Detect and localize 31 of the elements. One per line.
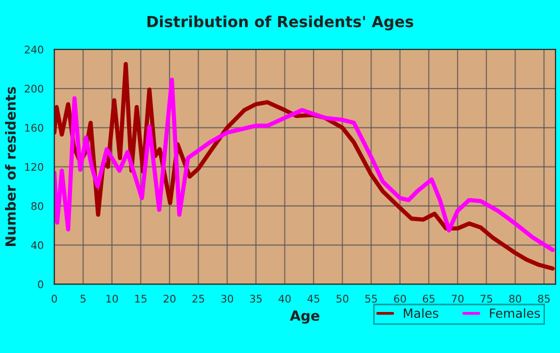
y-tick-label: 0 xyxy=(38,280,44,288)
y-axis-title: Number of residents xyxy=(5,87,16,246)
x-tick-label: 25 xyxy=(192,294,204,303)
x-tick-label: 15 xyxy=(135,294,146,303)
line-series xyxy=(54,78,555,252)
x-tick-label: 75 xyxy=(480,294,492,303)
chart-title: Distribution of Residents' Ages xyxy=(147,15,414,30)
legend-label: Females xyxy=(490,308,540,318)
y-tick-label: 200 xyxy=(24,84,44,93)
y-tick-label: 40 xyxy=(31,241,44,250)
x-tick-label: 30 xyxy=(221,294,234,303)
x-tick-label: 40 xyxy=(278,294,291,303)
x-tick-label: 0 xyxy=(52,294,57,303)
x-tick-label: 35 xyxy=(250,294,262,303)
x-tick-label: 50 xyxy=(336,294,348,303)
x-tick-label: 70 xyxy=(452,294,464,303)
y-tick-label: 160 xyxy=(25,124,44,132)
x-tick-label: 80 xyxy=(509,294,522,303)
y-tick-label: 240 xyxy=(24,46,44,54)
x-tick-label: 45 xyxy=(307,294,320,303)
x-tick-label: 5 xyxy=(80,294,86,303)
x-tick-label: 10 xyxy=(106,294,118,303)
x-tick-label: 55 xyxy=(365,294,377,303)
y-tick-label: 80 xyxy=(31,202,44,210)
x-tick-label: 60 xyxy=(394,294,406,303)
x-axis-title: Age xyxy=(290,310,320,324)
x-tick-label: 20 xyxy=(164,294,176,303)
legend-label: Males xyxy=(404,308,438,318)
y-tick-label: 120 xyxy=(25,163,44,171)
x-tick-label: 65 xyxy=(422,294,434,303)
x-tick-label: 85 xyxy=(538,294,550,303)
